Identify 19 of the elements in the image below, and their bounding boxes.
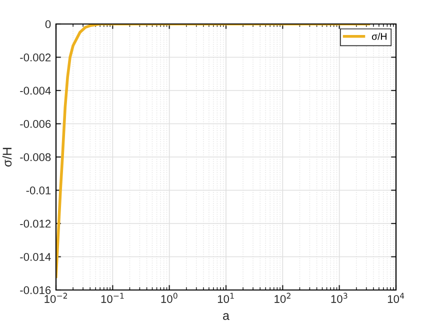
x-tick-label: 10$^{2}$ [274,292,290,303]
y-axis-title: σ/H [2,148,12,167]
legend-label: σ/H [372,32,386,40]
x-tick-label: 10$^{4}$ [388,292,404,303]
x-axis-title: a [223,313,230,320]
y-tick-label: -0.004 [20,86,51,95]
y-tick-label: -0.008 [20,153,51,162]
x-tick-label: 10$^{3}$ [331,292,348,303]
x-tick-label: 10$^{0}$ [161,292,178,303]
y-tick-label: -0.002 [20,54,51,62]
x-tick-label: 10$^{1}$ [218,292,234,303]
x-tick-label: 10$^{−2}$ [44,292,67,303]
x-tick-label: 10$^{−1}$ [101,292,124,303]
y-tick-label: -0.012 [20,220,51,228]
y-tick-label: -0.016 [20,286,51,294]
y-tick-label: 0 [45,20,51,28]
y-tick-label: -0.014 [20,253,51,261]
y-tick-label: -0.01 [26,186,51,194]
y-tick-label: -0.006 [20,120,51,128]
